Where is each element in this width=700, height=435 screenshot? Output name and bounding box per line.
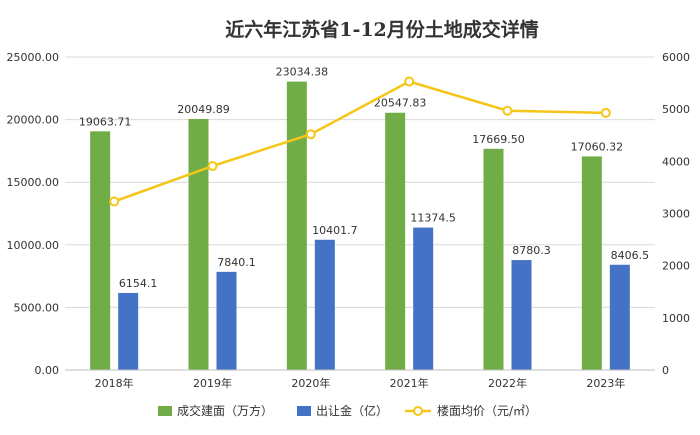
price-line-path <box>113 80 606 203</box>
gridlines <box>65 56 655 371</box>
right-axis-tick-label: 5000 <box>662 103 690 116</box>
x-axis-category-label: 2018年 <box>95 376 134 390</box>
price-line-point <box>404 76 415 87</box>
left-axis-tick-label: 0.00 <box>35 364 60 377</box>
price-line-point <box>305 129 316 140</box>
right-axis-tick-label: 6000 <box>662 51 690 64</box>
revenue-bar-label: 10401.7 <box>312 224 358 237</box>
area-bar-label: 20547.83 <box>374 97 427 110</box>
revenue-bar-label: 8406.5 <box>611 249 650 262</box>
legend-marker-swatch <box>413 406 423 416</box>
area-bar-label: 17669.50 <box>472 133 525 146</box>
revenue-bar <box>413 227 434 370</box>
price-line-point <box>600 107 611 118</box>
price-line-point <box>207 161 218 172</box>
right-axis-tick-label: 2000 <box>662 260 690 273</box>
area-bar-label: 23034.38 <box>276 66 329 79</box>
legend-price-label: 楼面均价（元/㎡） <box>437 403 537 418</box>
area-bar <box>483 148 504 370</box>
left-axis-tick-label: 5000.00 <box>14 301 60 314</box>
right-axis-tick-label: 4000 <box>662 155 690 168</box>
area-bar <box>286 81 307 371</box>
price-line-point <box>502 105 513 116</box>
revenue-bar-label: 8780.3 <box>512 244 551 257</box>
x-axis-category-label: 2020年 <box>291 376 330 390</box>
area-bar <box>188 118 209 371</box>
left-axis-tick-label: 20000.00 <box>7 114 60 127</box>
revenue-bar <box>314 239 335 370</box>
area-bar <box>385 112 406 371</box>
revenue-bar-label: 6154.1 <box>119 277 158 290</box>
x-axis-category-label: 2022年 <box>488 376 527 390</box>
area-bar-label: 17060.32 <box>571 140 624 153</box>
revenue-bar-label: 11374.5 <box>410 212 456 225</box>
left-axis-tick-label: 10000.00 <box>7 239 60 252</box>
chart-title: 近六年江苏省1-12月份土地成交详情 <box>225 18 539 41</box>
revenue-bar <box>609 264 630 370</box>
revenue-bar-label: 7840.1 <box>217 256 256 269</box>
legend: 成交建面（万方） 出让金（亿） 楼面均价（元/㎡） <box>158 403 537 418</box>
legend-revenue-label: 出让金（亿） <box>316 403 388 418</box>
axes: 0.00 5000.00 10000.00 15000.00 20000.00 25000… <box>7 51 691 390</box>
revenue-bar <box>511 260 532 370</box>
left-axis-tick-label: 25000.00 <box>7 51 60 64</box>
left-axis-tick-label: 15000.00 <box>7 176 60 189</box>
right-axis-tick-label: 0 <box>662 364 669 377</box>
right-axis-tick-label: 1000 <box>662 312 690 325</box>
x-axis-category-label: 2019年 <box>193 376 232 390</box>
area-bar-label: 19063.71 <box>79 115 132 128</box>
price-line <box>109 76 611 207</box>
legend-swatch <box>297 406 311 416</box>
x-axis-category-label: 2023年 <box>586 376 625 390</box>
area-bar-label: 20049.89 <box>177 103 230 116</box>
legend-swatch <box>158 406 172 416</box>
area-bar <box>581 156 602 370</box>
right-axis-tick-label: 3000 <box>662 208 690 221</box>
legend-area-label: 成交建面（万方） <box>177 403 273 418</box>
x-axis-category-label: 2021年 <box>390 376 429 390</box>
revenue-bar <box>216 271 237 370</box>
price-line-point <box>109 196 120 207</box>
area-bar <box>90 131 111 370</box>
bars: 19063.71 6154.1 20049.89 7840.1 23034.38 1040… <box>79 66 650 371</box>
revenue-bar <box>118 292 139 370</box>
